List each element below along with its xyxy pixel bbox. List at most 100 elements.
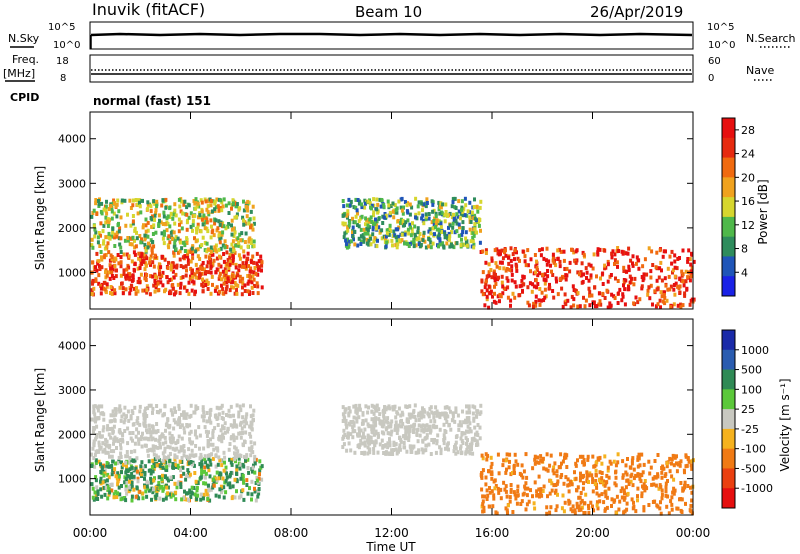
heatmap-cell xyxy=(200,200,204,205)
heatmap-cell xyxy=(103,467,107,472)
heatmap-cell xyxy=(178,425,182,429)
heatmap-cell xyxy=(217,247,221,252)
heatmap-cell xyxy=(168,452,172,456)
heatmap-cell xyxy=(482,505,486,510)
heatmap-cell xyxy=(165,216,169,221)
heatmap-cell xyxy=(595,500,599,505)
heatmap-cell xyxy=(166,280,170,285)
heatmap-cell xyxy=(598,470,602,475)
heatmap-cell xyxy=(417,448,421,453)
heatmap-cell xyxy=(94,417,98,422)
heatmap-cell xyxy=(106,496,110,501)
heatmap-cell xyxy=(435,439,439,444)
heatmap-cell xyxy=(498,266,502,271)
heatmap-cell xyxy=(177,466,181,470)
heatmap-cell xyxy=(173,241,177,246)
heatmap-cell xyxy=(209,487,213,492)
heatmap-cell xyxy=(176,440,180,444)
heatmap-cell xyxy=(662,290,666,295)
heatmap-cell xyxy=(161,222,165,226)
heatmap-cell xyxy=(253,441,257,446)
heatmap-cell xyxy=(504,268,508,273)
heatmap-cell xyxy=(140,435,143,440)
heatmap-cell xyxy=(112,424,116,429)
heatmap-cell xyxy=(641,470,645,475)
heatmap-cell xyxy=(106,450,110,455)
heatmap-cell xyxy=(390,419,394,424)
heatmap-cell xyxy=(158,464,162,469)
heatmap-cell xyxy=(98,431,102,435)
heatmap-cell xyxy=(375,223,379,228)
heatmap-cell xyxy=(360,205,364,210)
heatmap-cell xyxy=(111,430,115,435)
heatmap-cell xyxy=(178,459,182,464)
heatmap-cell xyxy=(439,221,443,226)
heatmap-cell xyxy=(610,497,614,502)
heatmap-cell xyxy=(370,409,374,414)
heatmap-cell xyxy=(360,214,364,219)
heatmap-cell xyxy=(374,439,378,444)
heatmap-cell xyxy=(535,489,539,494)
heatmap-cell xyxy=(688,278,692,283)
heatmap-cell xyxy=(149,403,153,408)
heatmap-cell xyxy=(188,423,192,428)
heatmap-cell xyxy=(509,483,513,487)
heatmap-cell xyxy=(659,511,663,516)
heatmap-cell xyxy=(513,280,517,285)
heatmap-cell xyxy=(91,245,95,250)
heatmap-cell xyxy=(196,254,200,259)
heatmap-cell xyxy=(188,490,192,495)
heatmap-cell xyxy=(381,221,385,225)
heatmap-cell xyxy=(586,457,590,462)
heatmap-cell xyxy=(140,261,144,266)
colorbar-segment xyxy=(722,118,735,139)
heatmap-cell xyxy=(425,435,429,440)
heatmap-cell xyxy=(672,463,676,468)
heatmap-cell xyxy=(179,281,183,286)
heatmap-cell xyxy=(227,447,231,452)
heatmap-cell xyxy=(226,482,230,487)
heatmap-cell xyxy=(165,275,169,280)
heatmap-cell xyxy=(479,228,482,233)
heatmap-cell xyxy=(512,464,516,469)
heatmap-cell xyxy=(174,409,177,414)
heatmap-cell xyxy=(443,429,447,433)
heatmap-cell xyxy=(551,273,555,277)
heatmap-cell xyxy=(493,284,496,289)
heatmap-cell xyxy=(542,484,546,489)
heatmap-cell xyxy=(399,413,403,418)
heatmap-cell xyxy=(359,227,363,232)
heatmap-cell xyxy=(113,467,117,472)
heatmap-cell xyxy=(164,496,168,501)
heatmap-cell xyxy=(226,257,230,262)
heatmap-cell xyxy=(217,476,221,481)
heatmap-cell xyxy=(644,484,647,489)
heatmap-cell xyxy=(463,196,467,201)
heatmap-cell xyxy=(195,488,199,493)
heatmap-cell xyxy=(103,471,107,476)
heatmap-cell xyxy=(487,504,491,509)
heatmap-cell xyxy=(166,485,170,490)
heatmap-cell xyxy=(158,218,161,223)
heatmap-cell xyxy=(510,272,514,277)
heatmap-cell xyxy=(201,222,205,227)
heatmap-cell xyxy=(609,273,613,277)
heatmap-cell xyxy=(197,425,201,430)
heatmap-cell xyxy=(397,199,401,204)
heatmap-cell xyxy=(655,278,659,283)
heatmap-cell xyxy=(251,227,255,232)
heatmap-cell xyxy=(190,246,194,251)
heatmap-cell xyxy=(92,456,96,460)
heatmap-cell xyxy=(676,506,680,511)
heatmap-cell xyxy=(230,223,233,228)
heatmap-cell xyxy=(497,490,501,495)
heatmap-cell xyxy=(551,468,555,473)
heatmap-cell xyxy=(608,301,612,306)
heatmap-cell xyxy=(157,480,161,485)
heatmap-cell xyxy=(168,224,172,229)
heatmap-cell xyxy=(548,282,551,287)
heatmap-cell xyxy=(195,435,199,440)
heatmap-cell xyxy=(640,452,644,457)
heatmap-cell xyxy=(137,437,141,442)
heatmap-cell xyxy=(368,217,372,222)
